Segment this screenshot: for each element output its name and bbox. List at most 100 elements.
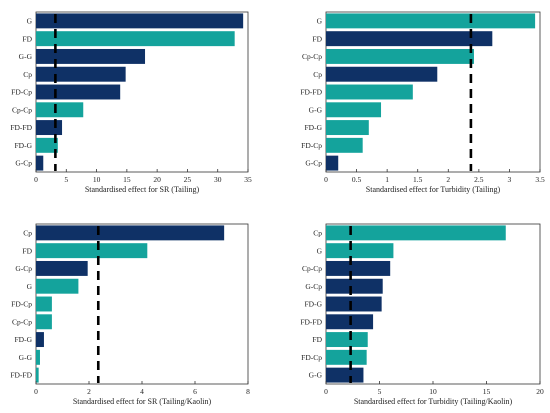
bar-fd-g [326, 296, 382, 312]
bar-g [326, 13, 536, 29]
bar-fd [326, 31, 493, 47]
x-tick-label: 1 [385, 175, 389, 184]
category-label: FD-Cp [301, 353, 322, 362]
x-tick-label: 1.5 [413, 175, 423, 184]
bar-fd-cp [36, 296, 52, 312]
category-label: FD-FD [300, 317, 322, 326]
category-label: G-Cp [305, 159, 322, 168]
bar-cp-cp [326, 48, 474, 64]
x-axis-title: Standardised effect for Turbidity (Taili… [354, 397, 513, 406]
bar-fd-fd [36, 120, 63, 136]
bar-g-g [326, 102, 382, 118]
x-tick-label: 8 [246, 387, 250, 396]
bar-cp-cp [36, 102, 84, 118]
x-tick-label: 6 [193, 387, 197, 396]
category-label: G-G [309, 105, 323, 114]
chart-sr-tailing-kaolin: Cp FD G-Cp G FD-Cp Cp-Cp FD-G G-G FD-FD0 2 4 6 8 Stan… [10, 223, 250, 406]
category-label: Cp [23, 228, 32, 237]
bar-fd-g [36, 332, 44, 348]
chart-turbidity-tailing: G FD Cp-Cp Cp FD-FD G-G FD-G FD-Cp G-Cp0 0.5 1 1.5 2… [300, 11, 545, 194]
category-label: G-Cp [15, 264, 32, 273]
category-label: FD-FD [10, 371, 32, 380]
x-axis-title: Standardised effect for Turbidity (Taili… [366, 185, 501, 194]
bar-cp [36, 225, 225, 241]
x-tick-label: 25 [184, 175, 192, 184]
category-label: G-G [309, 371, 323, 380]
category-label: FD-G [14, 335, 32, 344]
x-tick-label: 5 [378, 387, 382, 396]
chart-sr-tailing: G FD G-G Cp FD-Cp Cp-Cp FD-FD FD-G G-Cp0 5 10 15 20 2… [10, 11, 252, 194]
x-tick-label: 20 [536, 387, 544, 396]
x-tick-label: 2 [87, 387, 91, 396]
bar-cp [326, 225, 506, 241]
bar-cp [326, 66, 438, 82]
bar-g [36, 13, 244, 29]
bar-g [326, 243, 394, 259]
category-label: G-G [19, 52, 33, 61]
x-tick-label: 10 [93, 175, 101, 184]
bar-g-cp [326, 278, 383, 294]
category-label: FD-G [304, 123, 322, 132]
bar-fd-g [36, 137, 58, 153]
category-label: Cp-Cp [302, 264, 322, 273]
bar-fd [36, 243, 148, 259]
category-label: FD [312, 34, 322, 43]
x-tick-label: 35 [244, 175, 252, 184]
x-tick-label: 3 [508, 175, 512, 184]
x-tick-label: 0 [324, 175, 328, 184]
category-label: FD-Cp [11, 88, 32, 97]
bar-g-cp [36, 260, 88, 276]
category-label: G-Cp [305, 282, 322, 291]
x-tick-label: 2.5 [474, 175, 484, 184]
bar-fd-fd [36, 367, 39, 383]
x-tick-label: 10 [429, 387, 437, 396]
bar-g-cp [36, 155, 44, 171]
chart-turbidity-tailing-kaolin: Cp G Cp-Cp G-Cp FD-G FD-FD FD FD-Cp G-G0 5 10 15 20 S… [300, 223, 544, 406]
category-label: FD-G [14, 141, 32, 150]
category-label: Cp-Cp [302, 52, 322, 61]
bar-fd-g [326, 120, 369, 136]
bar-g-g [326, 367, 364, 383]
category-label: FD-Cp [11, 300, 32, 309]
bar-fd-cp [36, 84, 121, 100]
bar-g-g [36, 48, 146, 64]
x-tick-label: 20 [153, 175, 161, 184]
x-tick-label: 30 [214, 175, 222, 184]
bar-cp-cp [36, 314, 52, 330]
x-tick-label: 0 [34, 175, 38, 184]
bar-g-g [36, 349, 40, 365]
category-label: FD-Cp [301, 141, 322, 150]
x-tick-label: 5 [64, 175, 68, 184]
bar-fd-cp [326, 349, 367, 365]
category-label: G-Cp [15, 159, 32, 168]
category-label: Cp [23, 70, 32, 79]
bar-g [36, 278, 79, 294]
x-tick-label: 0 [324, 387, 328, 396]
x-tick-label: 15 [123, 175, 131, 184]
category-label: FD [22, 246, 32, 255]
x-tick-label: 2 [446, 175, 450, 184]
bar-fd [36, 31, 235, 47]
category-label: FD-FD [300, 88, 322, 97]
bar-fd [326, 332, 368, 348]
category-label: FD [22, 34, 32, 43]
category-label: FD-G [304, 300, 322, 309]
category-label: Cp [313, 228, 322, 237]
x-tick-label: 0.5 [352, 175, 362, 184]
category-label: Cp-Cp [12, 105, 32, 114]
category-label: G [317, 246, 323, 255]
bar-fd-cp [326, 137, 363, 153]
x-tick-label: 0 [34, 387, 38, 396]
category-label: Cp [313, 70, 322, 79]
bar-g-cp [326, 155, 339, 171]
bar-cp [36, 66, 126, 82]
category-label: Cp-Cp [12, 317, 32, 326]
category-label: G [317, 16, 323, 25]
category-label: G [27, 282, 33, 291]
x-axis-title: Standardised effect for SR (Tailing) [85, 185, 200, 194]
x-tick-label: 15 [483, 387, 491, 396]
bar-fd-fd [326, 84, 413, 100]
category-label: FD [312, 335, 322, 344]
x-axis-title: Standardised effect for SR (Tailing/Kaol… [73, 397, 212, 406]
